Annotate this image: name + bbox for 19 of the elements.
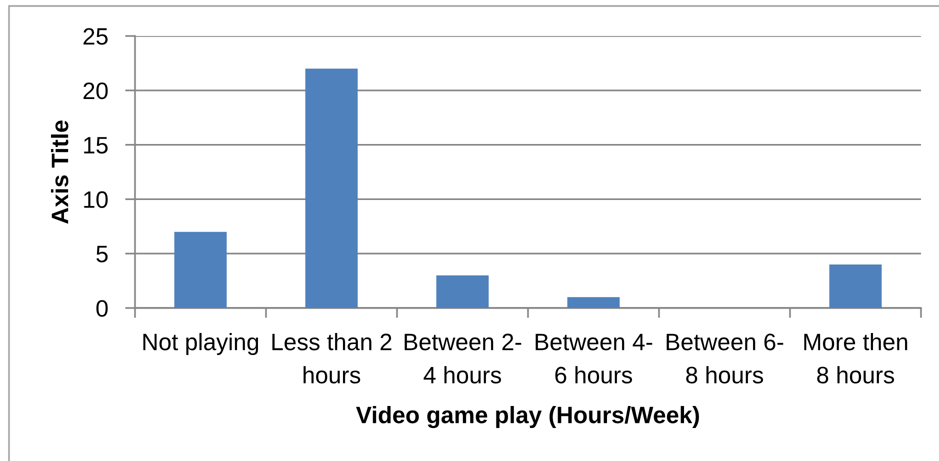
- y-tick-label: 10: [84, 191, 108, 208]
- bar: [567, 297, 620, 308]
- y-tick-label: 0: [96, 300, 108, 317]
- y-axis-title: Axis Title: [50, 120, 68, 224]
- x-tick-label: Less than 2 hours: [272, 333, 392, 384]
- x-tick-label: Between 4- 6 hours: [536, 334, 652, 384]
- x-tick-label: Between 6- 8 hours: [666, 334, 784, 384]
- x-tick-label: More then 8 hours: [804, 333, 908, 384]
- y-tick-label: 20: [84, 82, 108, 100]
- y-tick-label: 15: [84, 137, 108, 154]
- bar: [305, 68, 358, 308]
- bar: [829, 264, 882, 308]
- x-tick-label: Not playing: [143, 333, 258, 356]
- bar: [436, 275, 489, 308]
- y-tick-label: 5: [96, 246, 108, 262]
- x-axis-title: Video game play (Hours/Week): [356, 406, 699, 428]
- x-tick-label: Between 2- 4 hours: [404, 334, 522, 384]
- y-tick-label: 25: [84, 28, 108, 45]
- bar: [174, 232, 227, 308]
